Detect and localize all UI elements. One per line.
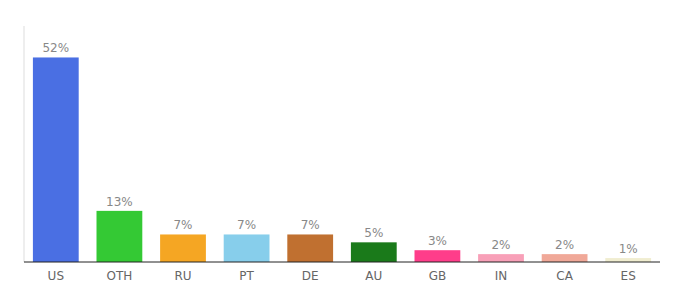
bar [97, 211, 143, 262]
bar [478, 254, 524, 262]
data-label: 7% [301, 218, 320, 232]
chart-container: US OTH RU PT DE AU GB IN CA ES 52% 13% 7% 7% 7% 5% 3% 2% 2… [0, 0, 680, 300]
data-label: 2% [491, 238, 510, 252]
bar [351, 242, 397, 262]
x-tick-label: GB [429, 269, 447, 283]
x-axis-line [24, 262, 660, 263]
data-label: 7% [173, 218, 192, 232]
bar [160, 234, 206, 262]
x-tick-label: IN [495, 269, 508, 283]
data-label: 5% [364, 226, 383, 240]
data-label: 2% [555, 238, 574, 252]
bar [224, 234, 270, 262]
bars [33, 57, 651, 262]
bar [605, 258, 651, 262]
bar [415, 250, 461, 262]
data-label: 3% [428, 234, 447, 248]
data-label: 7% [237, 218, 256, 232]
x-tick-label: US [48, 269, 64, 283]
bar [287, 234, 333, 262]
x-tick-label: OTH [106, 269, 132, 283]
data-label: 1% [619, 242, 638, 256]
x-tick-label: ES [621, 269, 636, 283]
chart: US OTH RU PT DE AU GB IN CA ES 52% 13% 7% 7% 7% 5% 3% 2% 2… [0, 0, 680, 300]
x-tick-label: DE [302, 269, 319, 283]
x-tick-label: RU [174, 269, 191, 283]
x-tick-label: CA [556, 269, 573, 283]
x-tick-label: AU [365, 269, 382, 283]
y-axis-line [24, 26, 25, 262]
bar [33, 57, 79, 262]
data-label: 13% [106, 195, 133, 209]
data-label: 52% [42, 41, 69, 55]
bar [542, 254, 588, 262]
x-tick-label: PT [239, 269, 254, 283]
